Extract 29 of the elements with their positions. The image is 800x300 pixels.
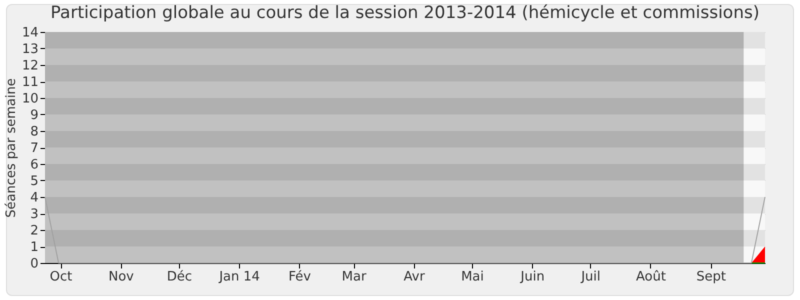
y-tick-label: 2 xyxy=(30,224,38,238)
x-tick-label: Avr xyxy=(404,270,426,284)
y-tick-label: 1 xyxy=(30,240,38,255)
y-tick-label: 6 xyxy=(30,158,38,172)
x-tick-label: Mar xyxy=(342,270,367,284)
y-tick-label: 11 xyxy=(22,75,38,90)
y-tick-label: 7 xyxy=(30,141,38,156)
y-tick-label: 9 xyxy=(30,108,38,123)
y-tick-label: 4 xyxy=(30,190,38,206)
x-tick-label: Oct xyxy=(50,270,72,284)
x-tick-label: Juil xyxy=(580,270,600,284)
x-tick-label: Déc xyxy=(166,270,192,284)
y-tick-label: 14 xyxy=(22,26,38,40)
y-tick-label: 5 xyxy=(30,174,38,189)
x-tick-label: Juin xyxy=(520,270,545,284)
y-tick-label: 0 xyxy=(30,256,38,272)
x-tick-label: Août xyxy=(636,270,666,284)
x-tick-label: Jan 14 xyxy=(218,270,260,284)
x-tick-label: Sept xyxy=(696,270,726,284)
y-tick-label: 10 xyxy=(22,92,38,106)
y-axis-title: Séances par semaine xyxy=(4,78,19,218)
y-tick-label: 12 xyxy=(22,58,38,74)
chart-title: Participation globale au cours de la session 2013-2014 (hémicycle et commissions) xyxy=(50,3,760,23)
y-tick-label: 13 xyxy=(22,42,38,57)
y-tick-label: 8 xyxy=(30,124,38,140)
x-tick-label: Fév xyxy=(288,270,312,284)
x-tick-label: Nov xyxy=(108,270,134,284)
y-tick-label: 3 xyxy=(30,207,38,222)
x-tick-label: Mai xyxy=(461,270,484,284)
